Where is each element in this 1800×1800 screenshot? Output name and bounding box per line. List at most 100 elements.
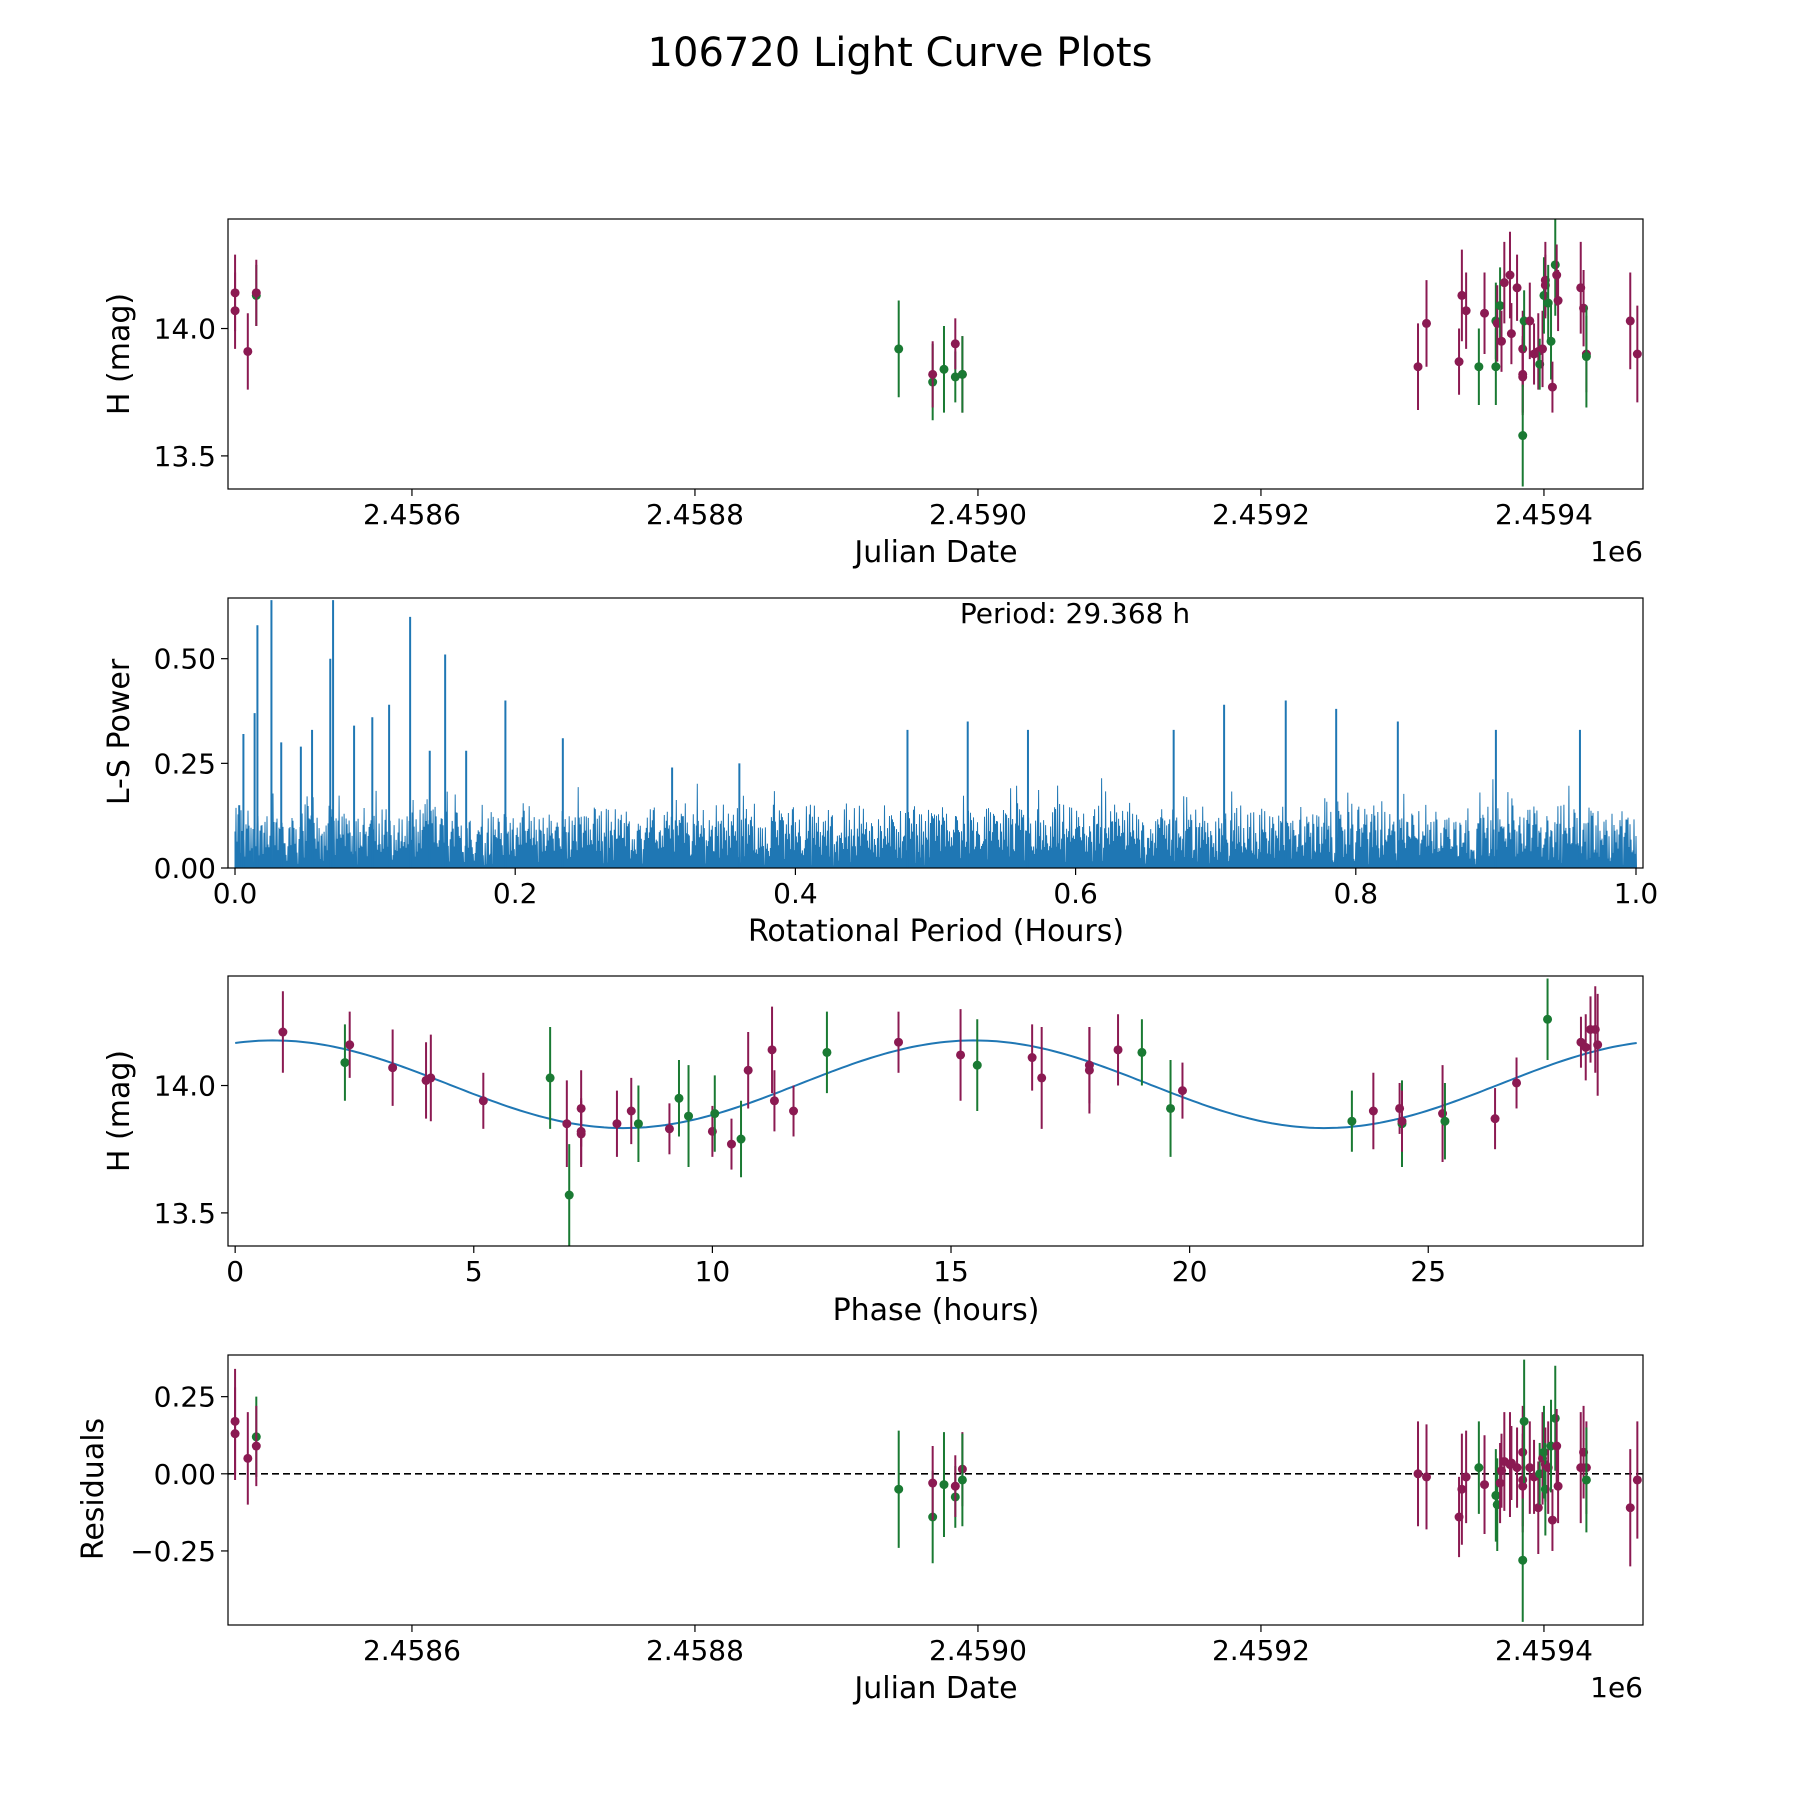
lc-point [1461,306,1471,316]
lc-xlabel: Julian Date [852,535,1017,570]
phase-ytick-label: 13.5 [154,1197,216,1230]
phase-point [426,1073,436,1083]
panel-phase: Phase (hours) H (mag) [102,1050,1039,1328]
resid-xtick-label: 2.4592 [1212,1634,1310,1667]
resid-point [230,1429,240,1439]
lc-point [251,288,261,298]
phase-point [972,1060,982,1070]
resid-point [1581,1475,1591,1485]
phase-point [576,1126,586,1136]
lc-xtick-label: 2.4586 [363,498,461,531]
phase-point [1490,1114,1500,1124]
lc-xtick-label: 2.4592 [1212,498,1310,531]
phase-point [278,1027,288,1037]
phase-point [956,1050,966,1060]
lc-point [957,369,967,379]
phase-point [894,1037,904,1047]
lc-xtick-label: 2.4590 [929,498,1027,531]
resid-point [1547,1515,1557,1525]
lc-point [1457,290,1467,300]
resid-point [957,1475,967,1485]
lc-point [1512,283,1522,293]
phase-ylabel: H (mag) [102,1050,137,1172]
phase-point [1037,1073,1047,1083]
phase-point [1166,1103,1176,1113]
phase-point [1177,1086,1187,1096]
resid-point [1550,1413,1560,1423]
ls-ytick-label: 0.50 [154,643,216,676]
resid-markers [230,1359,1642,1622]
resid-xlabel: Julian Date [852,1671,1017,1706]
ls-frame [227,597,1644,869]
phase-point [1397,1116,1407,1126]
lc-point [1547,382,1557,392]
resid-point [1553,1481,1563,1491]
ls-ytick-label: 0.00 [154,852,216,885]
resid-xtick-label: 2.4594 [1495,1634,1593,1667]
resid-point [1457,1484,1467,1494]
resid-point [1539,1447,1549,1457]
resid-point [1525,1463,1535,1473]
phase-xtick-label: 10 [695,1255,731,1288]
resid-xtick-label: 2.4588 [646,1634,744,1667]
ls-period-annotation: Period: 29.368 h [960,597,1190,630]
resid-point [243,1453,253,1463]
ls-xtick-label: 0.4 [773,877,818,910]
phase-frame [227,975,1644,1247]
lc-point [1480,308,1490,318]
ls-xtick-label: 0.8 [1334,877,1379,910]
resid-point [939,1480,949,1490]
lc-point [950,372,960,382]
phase-point [340,1058,350,1068]
phase-point [388,1063,398,1073]
lc-point [1539,290,1549,300]
phase-markers [278,978,1603,1246]
phase-point [1543,1014,1553,1024]
lc-point [939,364,949,374]
phase-point [1581,1042,1591,1052]
lc-point [1495,301,1505,311]
resid-ytick-label: 0.00 [154,1458,216,1491]
phase-axes: 0 5 10 15 20 25 13.5 14.0 [154,1070,1446,1288]
phase-point [710,1109,720,1119]
resid-point [1518,1555,1528,1565]
resid-point [251,1441,261,1451]
phase-point [743,1065,753,1075]
resid-xtick-label: 2.4586 [363,1634,461,1667]
phase-point [345,1040,355,1050]
lc-frame [227,218,1644,490]
ls-axes: 0.0 0.2 0.4 0.6 0.8 1.0 0.00 0.25 0.50 [154,643,1659,910]
phase-xtick-label: 25 [1410,1255,1446,1288]
resid-axes: 2.4586 2.4588 2.4590 2.4592 2.4594 −0.25 0.00 0… [130,1381,1593,1667]
phase-xtick-label: 20 [1172,1255,1208,1288]
ls-xtick-label: 1.0 [1614,877,1659,910]
resid-ytick-label: 0.25 [154,1381,216,1414]
resid-point [1491,1490,1501,1500]
lc-point [230,306,240,316]
phase-xtick-label: 5 [465,1255,483,1288]
resid-point [894,1484,904,1494]
phase-point [1593,1040,1603,1050]
resid-point [1480,1480,1490,1490]
resid-point [1518,1481,1528,1491]
lc-point [1499,278,1509,288]
lc-point [1550,260,1560,270]
ls-xtick-label: 0.2 [493,877,538,910]
phase-point [1368,1106,1378,1116]
lc-point [1538,344,1548,354]
phase-xtick-label: 15 [933,1255,969,1288]
lc-point [1497,336,1506,346]
ls-ylabel: L-S Power [102,658,137,805]
resid-point [1519,1416,1529,1426]
lc-point [1506,329,1516,339]
phase-point [612,1119,622,1129]
figure-title: 106720 Light Curve Plots [648,30,1153,76]
resid-point [1461,1472,1471,1482]
resid-point [1422,1472,1432,1482]
lc-xtick-label: 2.4588 [646,498,744,531]
lc-point [1518,431,1528,441]
resid-point [928,1478,938,1488]
phase-ytick-label: 14.0 [154,1070,216,1103]
lc-axes: 2.4586 2.4588 2.4590 2.4592 2.4594 13.5 14.0 [154,313,1593,531]
